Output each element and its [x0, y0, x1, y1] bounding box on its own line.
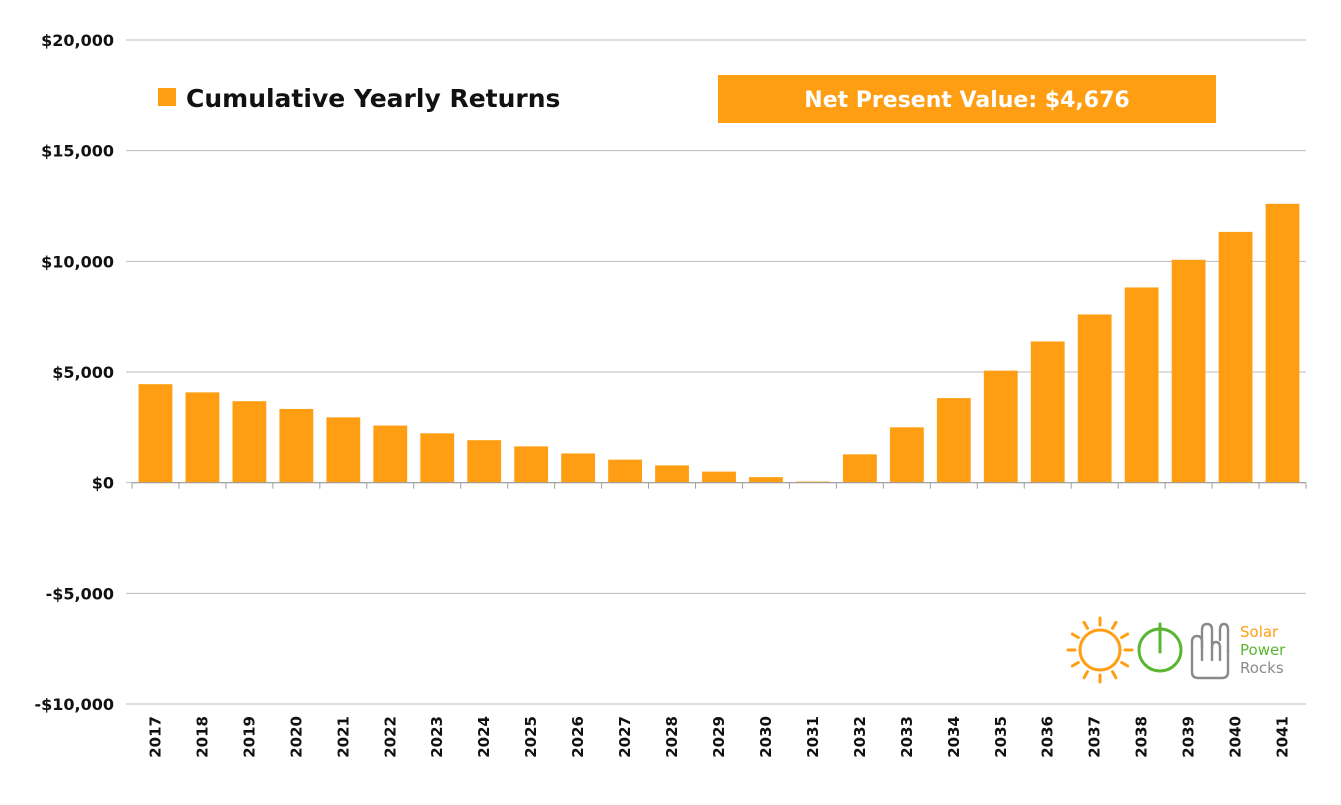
bar-2019	[232, 401, 267, 483]
x-tick-label: 2020	[287, 716, 305, 758]
power-icon	[1137, 622, 1183, 673]
x-tick-label: 2024	[475, 716, 493, 758]
x-tick-label: 2037	[1086, 716, 1104, 758]
x-axis	[131, 482, 1307, 489]
legend-swatch	[158, 88, 176, 106]
y-tick-label: $0	[92, 474, 114, 493]
bars	[138, 203, 1300, 483]
x-tick-label: 2040	[1227, 716, 1245, 758]
bar-2028	[655, 465, 689, 483]
y-tick-label: -$5,000	[46, 584, 114, 603]
x-tick-label: 2023	[428, 716, 446, 758]
x-tick-label: 2035	[992, 716, 1010, 758]
bar-2035	[983, 370, 1018, 483]
x-tick-label: 2030	[757, 716, 775, 758]
bar-2029	[702, 471, 736, 483]
bar-2038	[1124, 287, 1159, 483]
legend-label: Cumulative Yearly Returns	[186, 84, 560, 113]
bar-2018	[185, 392, 220, 483]
bar-2040	[1218, 231, 1253, 483]
x-tick-label: 2027	[616, 716, 634, 758]
bar-2037	[1077, 314, 1112, 483]
logo-line-rocks: Rocks	[1240, 659, 1284, 677]
x-tick-label: 2029	[710, 716, 728, 758]
bar-2033	[889, 427, 924, 483]
x-axis-ticks: 2017 2018 2019 2020 2021 2022 2023 2024 2025 2026…	[146, 716, 1291, 758]
x-tick-label: 2032	[851, 716, 869, 758]
x-tick-label: 2028	[663, 716, 681, 758]
bar-2032	[842, 454, 877, 483]
npv-label: Net Present Value: $4,676	[804, 88, 1129, 113]
npv-annotation: Net Present Value: $4,676	[718, 75, 1216, 123]
y-axis-ticks: $20,000 $15,000 $10,000 $5,000 $0 -$5,000 -$10…	[34, 31, 114, 714]
bar-2025	[514, 446, 549, 483]
logo-line-solar: Solar	[1240, 623, 1279, 641]
logo-line-power: Power	[1240, 641, 1286, 659]
x-tick-label: 2019	[240, 716, 258, 758]
bar-2036	[1030, 341, 1065, 483]
x-tick-label: 2038	[1133, 716, 1151, 758]
bar-2030	[749, 477, 783, 483]
x-tick-label: 2033	[898, 716, 916, 758]
y-tick-label: $10,000	[41, 252, 114, 271]
x-tick-label: 2026	[569, 716, 587, 758]
x-tick-label: 2017	[146, 716, 164, 758]
rock-hand-icon	[1190, 622, 1230, 680]
y-tick-label: $20,000	[41, 31, 114, 50]
x-tick-label: 2025	[522, 716, 540, 758]
bar-2021	[326, 417, 361, 483]
y-tick-label: -$10,000	[34, 695, 114, 714]
x-tick-label: 2022	[381, 716, 399, 758]
bar-2026	[561, 453, 596, 483]
x-tick-label: 2039	[1180, 716, 1198, 758]
x-tick-label: 2041	[1274, 716, 1292, 758]
bar-2017	[138, 384, 173, 483]
y-tick-label: $15,000	[41, 142, 114, 161]
bar-2020	[279, 408, 314, 483]
solar-power-rocks-logo: Solar Power Rocks	[1066, 616, 1286, 684]
y-tick-label: $5,000	[52, 363, 114, 382]
bar-2022	[373, 425, 408, 483]
bar-2041	[1265, 203, 1300, 483]
sun-icon	[1066, 616, 1134, 684]
x-tick-label: 2018	[193, 716, 211, 758]
bar-2023	[420, 433, 455, 483]
bar-2027	[608, 459, 642, 483]
legend: Cumulative Yearly Returns	[158, 84, 560, 113]
x-tick-label: 2021	[334, 716, 352, 758]
x-tick-label: 2031	[804, 716, 822, 758]
x-tick-label: 2036	[1039, 716, 1057, 758]
bar-2039	[1171, 259, 1206, 483]
bar-2034	[936, 398, 971, 483]
npv-box	[718, 75, 1216, 123]
bar-2024	[467, 440, 502, 483]
x-tick-label: 2034	[945, 716, 963, 758]
